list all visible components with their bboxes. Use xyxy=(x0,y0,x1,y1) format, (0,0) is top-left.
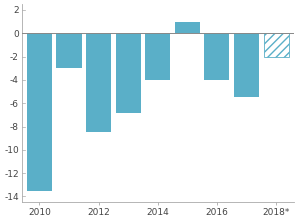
Bar xyxy=(145,33,170,80)
Bar xyxy=(116,33,141,112)
Bar xyxy=(27,33,52,191)
Bar xyxy=(234,33,259,97)
Bar xyxy=(263,33,289,57)
Bar xyxy=(86,33,111,132)
Bar xyxy=(175,22,200,33)
Bar xyxy=(56,33,82,68)
Bar xyxy=(204,33,229,80)
